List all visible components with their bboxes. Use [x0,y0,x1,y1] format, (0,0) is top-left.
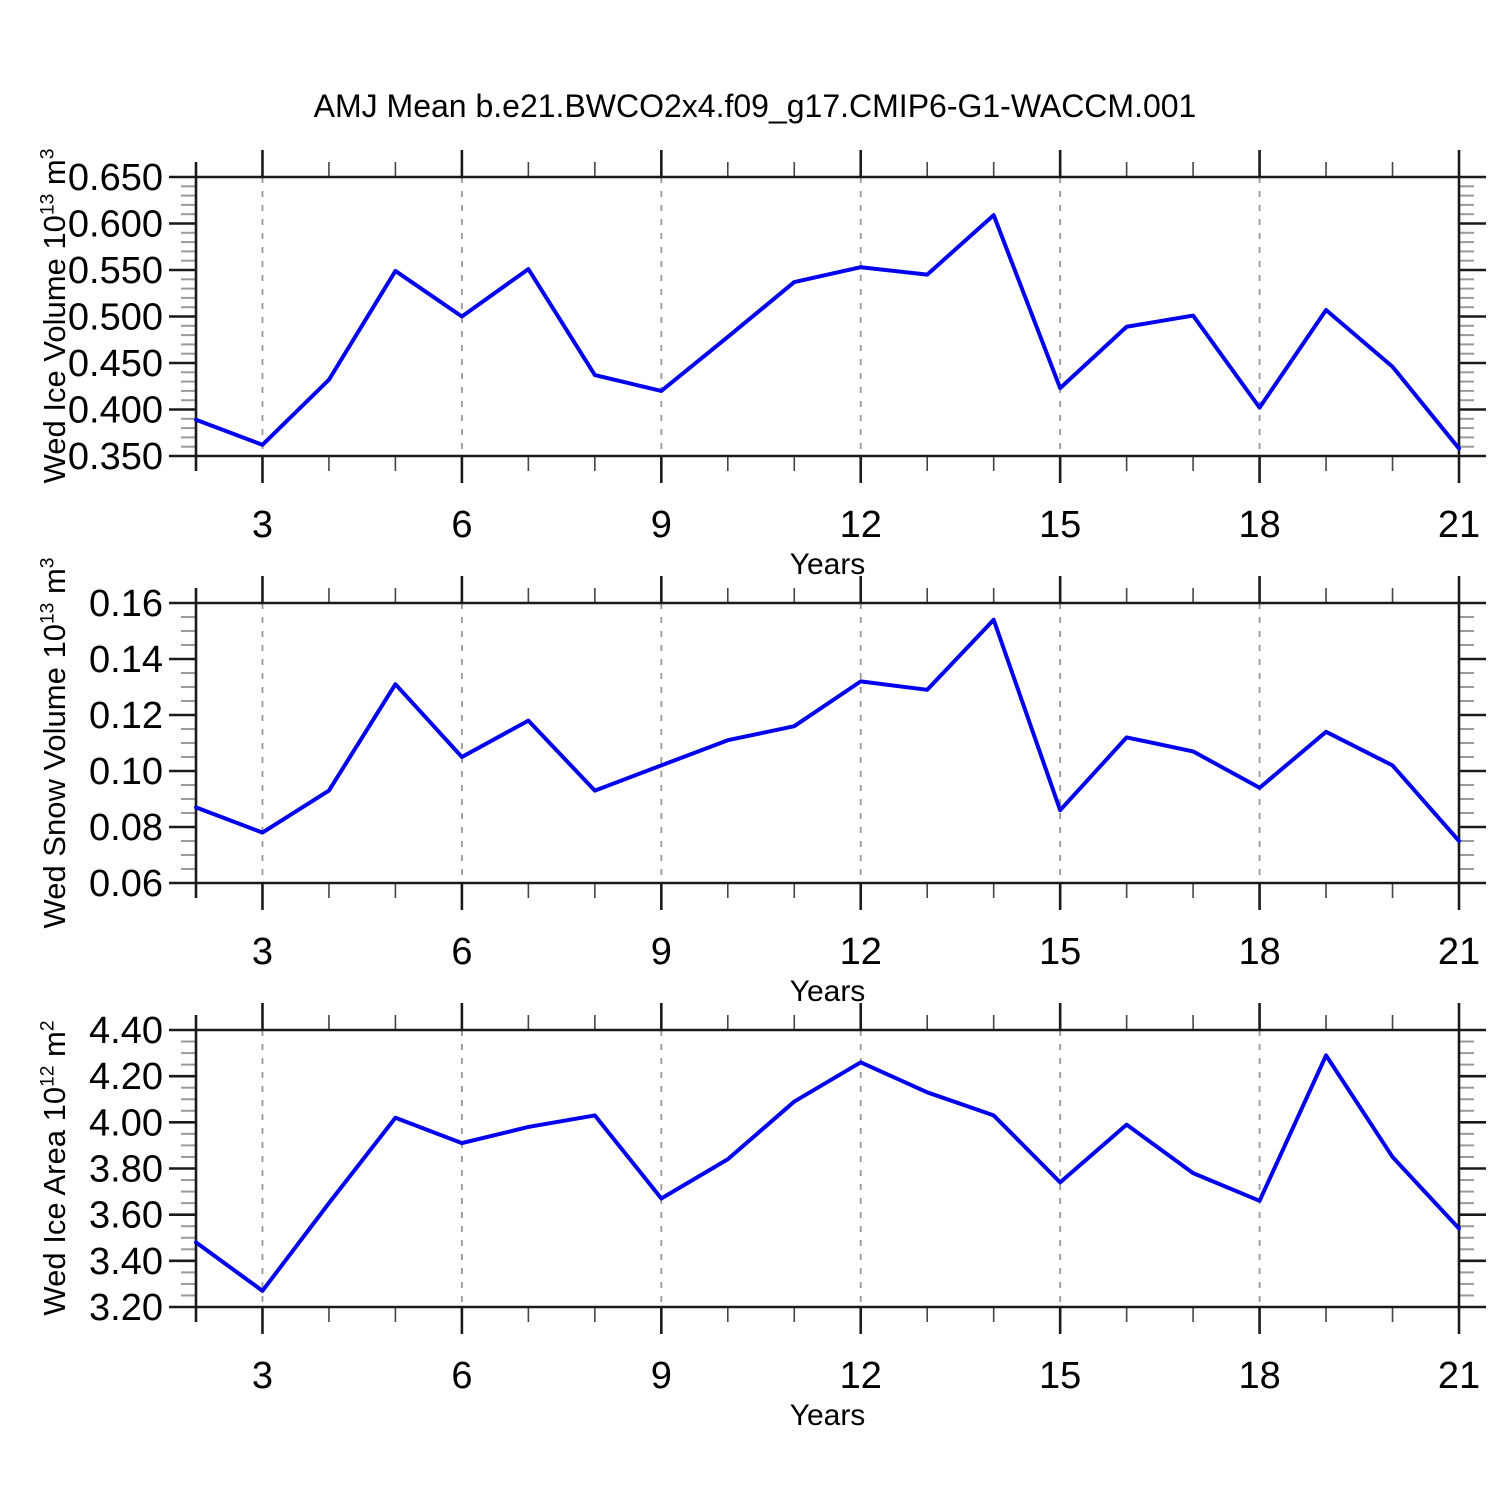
x-tick-label: 3 [252,931,273,973]
x-tick-label: 6 [451,1355,472,1397]
y-axis-unit-symbol-exponent: 3 [37,148,59,160]
y-axis-unit-exponent: 12 [37,1065,59,1087]
x-axis-title: Years [790,548,866,581]
y-tick-label: 3.40 [89,1241,163,1283]
y-tick-label: 0.550 [68,250,163,292]
y-tick-label: 0.450 [68,343,163,385]
x-tick-label: 6 [451,931,472,973]
y-axis-unit-symbol: m [37,159,72,186]
y-tick-label: 3.80 [89,1149,163,1191]
y-axis-unit-base: 10 [37,215,72,250]
y-tick-label: 0.650 [68,157,163,199]
y-tick-label: 0.600 [68,204,163,246]
y-tick-label: 0.16 [89,583,163,625]
y-axis-unit-symbol-exponent: 2 [37,1020,59,1032]
y-axis-unit-base: 10 [37,1086,72,1122]
y-tick-label: 4.40 [89,1010,163,1052]
x-tick-label: 18 [1238,504,1280,546]
y-axis-title-text: Wed Ice Area [37,1130,72,1316]
x-tick-label: 12 [840,504,882,546]
y-tick-label: 0.08 [89,807,163,849]
y-tick-label: 0.14 [89,639,163,681]
x-tick-label: 21 [1438,1355,1480,1397]
y-tick-label: 4.20 [89,1056,163,1098]
y-axis-unit-exponent: 13 [37,602,59,625]
x-tick-label: 9 [651,1355,672,1397]
x-tick-label: 6 [451,504,472,546]
x-tick-label: 12 [840,931,882,973]
y-axis-title-ice-volume: Wed Ice Volume 1013 m3 [37,149,73,484]
x-tick-label: 21 [1438,931,1480,973]
data-line [194,213,1461,451]
y-axis-title-ice-area: Wed Ice Area 1012 m2 [37,1020,73,1315]
chart-panel-1: 0.06 0.08 0.10 0.12 0.14 0.16 3 6 9 12 15 18 21 Years [89,576,1486,1008]
x-tick-label: 15 [1039,1355,1081,1397]
x-tick-label: 12 [840,1355,882,1397]
x-tick-label: 15 [1039,504,1081,546]
y-axis-unit-symbol: m [37,568,72,595]
x-tick-label: 9 [651,504,672,546]
x-axis-title: Years [790,975,866,1008]
y-axis-unit-symbol-exponent: 3 [37,557,59,569]
y-axis-title-text: Wed Snow Volume [37,667,72,929]
y-tick-label: 4.00 [89,1102,163,1144]
x-tick-label: 18 [1238,1355,1280,1397]
chart-panel-2: 3.203.403.603.80 4.004.204.40 3 6 9 12 15 18 21 Y… [89,1003,1486,1432]
y-axis-title-snow-volume: Wed Snow Volume 1013 m3 [37,558,73,929]
x-tick-label: 18 [1238,931,1280,973]
y-tick-label: 0.12 [89,695,163,737]
y-tick-label: 0.400 [68,390,163,432]
y-axis-unit-exponent: 13 [37,193,59,216]
y-tick-label: 0.06 [89,863,163,905]
y-axis-title-text: Wed Ice Volume [37,258,72,484]
data-line [194,617,1461,843]
y-tick-label: 3.60 [89,1195,163,1237]
plot-title: AMJ Mean b.e21.BWCO2x4.f09_g17.CMIP6-G1-… [313,88,1197,124]
x-tick-label: 3 [252,1355,273,1397]
x-tick-label: 9 [651,931,672,973]
y-tick-label: 0.500 [68,297,163,339]
y-tick-label: 3.20 [89,1287,163,1329]
x-axis-title: Years [790,1399,866,1432]
y-tick-label: 0.350 [68,436,163,478]
x-tick-label: 21 [1438,504,1480,546]
y-axis-unit-symbol: m [37,1031,72,1057]
y-axis-unit-base: 10 [37,624,72,659]
x-tick-label: 3 [252,504,273,546]
x-tick-label: 15 [1039,931,1081,973]
y-tick-label: 0.10 [89,751,163,793]
data-line [194,1053,1461,1293]
